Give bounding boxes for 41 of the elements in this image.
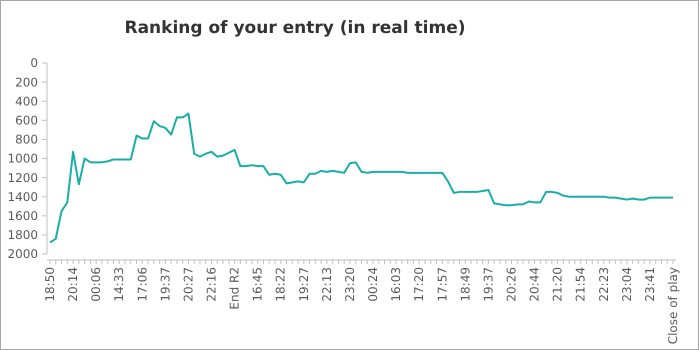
y-tick-label: 200	[15, 75, 38, 90]
x-tick-label: 22:16	[204, 267, 219, 302]
y-tick-label: 1600	[7, 209, 38, 223]
x-tick-label: 18:50	[43, 267, 57, 302]
y-tick-label: 1800	[7, 228, 38, 242]
x-tick-label: 22:23	[596, 267, 611, 302]
x-tick-label: 22:13	[320, 267, 334, 302]
x-tick-label: 18:49	[458, 267, 472, 302]
x-tick-label: 20:44	[528, 267, 542, 302]
x-tick-label: End R2	[228, 267, 242, 310]
line-series	[49, 112, 674, 244]
x-tick-label: 20:26	[504, 267, 518, 302]
x-tick-label: 14:33	[112, 267, 126, 302]
y-tick-label: 600	[15, 114, 38, 128]
x-tick-label: 00:24	[366, 267, 380, 302]
x-tick-label: 17:57	[435, 267, 450, 302]
x-tick-label: 20:14	[66, 267, 80, 302]
y-tick-label: 1000	[7, 152, 38, 166]
y-tick-label: 2000	[7, 247, 38, 262]
x-tick-label: 21:54	[574, 267, 588, 302]
x-tick-label: 20:27	[181, 267, 196, 302]
y-tick-label: 800	[15, 132, 38, 147]
y-tick-label: 1400	[7, 190, 38, 204]
x-tick-label: 17:20	[412, 267, 426, 302]
x-tick-label: 16:03	[389, 267, 404, 302]
x-tick-label: 23:41	[642, 267, 657, 302]
x-tick-label: 23:20	[342, 267, 357, 302]
x-tick-label: 19:37	[158, 267, 172, 302]
x-tick-label: 17:06	[135, 267, 150, 302]
x-tick-label: 23:04	[620, 267, 634, 302]
x-tick-label: 21:20	[550, 267, 565, 302]
x-tick-label: 16:45	[250, 267, 265, 302]
x-tick-label: 00:06	[89, 267, 104, 302]
y-tick-label: 400	[15, 94, 38, 108]
chart-title: Ranking of your entry (in real time)	[124, 18, 466, 38]
x-tick-label: Close of play	[666, 267, 680, 344]
x-tick-label: 18:22	[274, 267, 288, 302]
y-tick-label: 0	[30, 56, 38, 70]
y-tick-label: 1200	[7, 170, 38, 185]
x-tick-label: 19:27	[296, 267, 311, 302]
x-tick-label: 19:37	[481, 267, 496, 302]
